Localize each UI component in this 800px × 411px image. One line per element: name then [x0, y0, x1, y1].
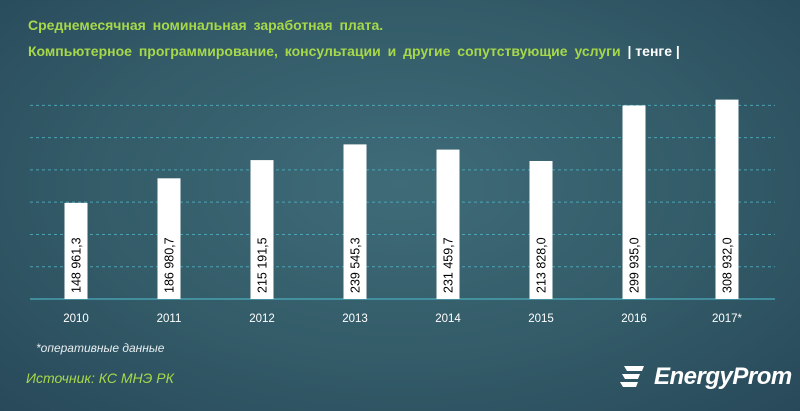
source-note: Источник: КС МНЭ РК [26, 370, 174, 386]
x-tick-label: 2013 [342, 313, 368, 325]
logo: EnergyProm [618, 362, 792, 392]
bar-value-label: 186 980,7 [163, 237, 177, 293]
x-tick-label: 2014 [435, 313, 461, 325]
bar-value-label: 215 191,5 [256, 237, 270, 293]
x-tick-label: 2011 [157, 313, 182, 325]
x-tick-label: 2010 [63, 313, 89, 325]
x-tick-label: 2015 [528, 313, 554, 325]
chart-subtitle: Компьютерное программирование, консульта… [28, 43, 680, 59]
subtitle-text: Компьютерное программирование, консульта… [28, 43, 621, 59]
x-tick-label: 2016 [621, 313, 647, 325]
bar-value-label: 299 935,0 [628, 237, 642, 293]
bar [157, 178, 181, 299]
bar [529, 160, 553, 299]
energyprom-logo-icon [620, 366, 644, 387]
bar-value-label: 148 961,3 [70, 237, 84, 293]
x-tick-label: 2017* [712, 313, 743, 325]
bar [622, 105, 646, 299]
bar [343, 144, 367, 299]
bar [436, 149, 460, 299]
bar [250, 160, 274, 299]
x-tick-label: 2012 [249, 313, 275, 325]
unit-label: | тенге | [627, 43, 680, 59]
bar [715, 99, 739, 299]
logo-text: EnergyProm [654, 363, 792, 390]
footnote: *оперативные данные [36, 341, 165, 355]
chart-title: Среднемесячная номинальная заработная пл… [28, 17, 384, 33]
bar-value-label: 239 545,3 [349, 237, 363, 293]
bar-value-label: 231 459,7 [442, 237, 456, 293]
bar-value-label: 213 828,0 [535, 237, 549, 293]
bar-value-label: 308 932,0 [721, 237, 735, 293]
bar [64, 202, 88, 299]
